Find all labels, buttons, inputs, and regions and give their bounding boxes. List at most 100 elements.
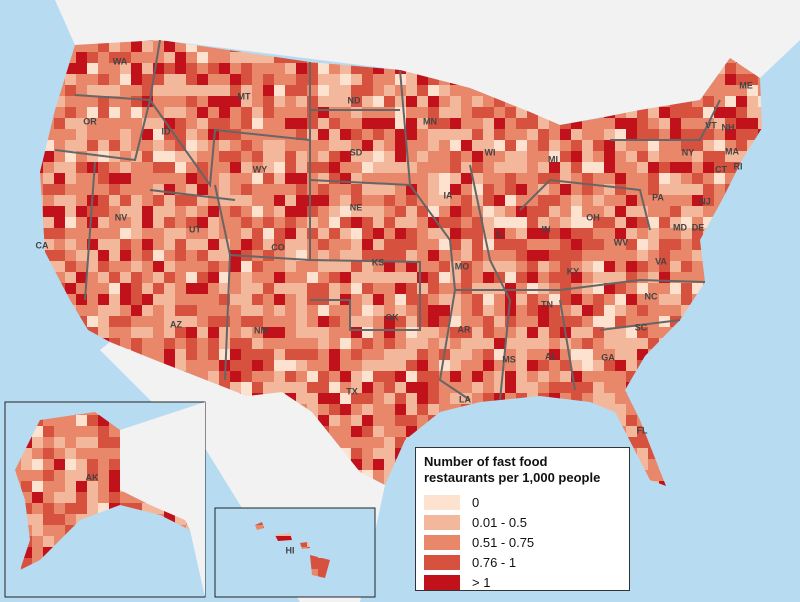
county-cell [692, 140, 703, 151]
county-cell [241, 96, 252, 107]
county-cell [516, 162, 527, 173]
county-cell [725, 85, 736, 96]
county-cell [296, 162, 307, 173]
county-cell [318, 404, 329, 415]
county-cell [373, 206, 384, 217]
county-cell [318, 239, 329, 250]
county-cell [252, 85, 263, 96]
county-cell [604, 129, 615, 140]
county-cell [329, 63, 340, 74]
county-cell [450, 85, 461, 96]
county-cell [505, 107, 516, 118]
county-cell [197, 217, 208, 228]
county-cell [604, 206, 615, 217]
county-cell [153, 305, 164, 316]
county-cell [54, 437, 65, 448]
county-cell [175, 96, 186, 107]
county-cell [582, 173, 593, 184]
county-cell [329, 283, 340, 294]
county-cell [274, 250, 285, 261]
county-cell [329, 129, 340, 140]
county-cell [395, 250, 406, 261]
county-cell [241, 140, 252, 151]
county-cell [208, 118, 219, 129]
county-cell [87, 272, 98, 283]
county-cell [362, 470, 373, 481]
county-cell [164, 129, 175, 140]
state-label: LA [459, 394, 471, 404]
county-cell [252, 140, 263, 151]
county-cell [131, 107, 142, 118]
county-cell [142, 85, 153, 96]
county-cell [318, 162, 329, 173]
county-cell [615, 195, 626, 206]
county-cell [648, 228, 659, 239]
county-cell [76, 107, 87, 118]
legend-item: 0.51 - 0.75 [424, 532, 621, 552]
county-cell [428, 261, 439, 272]
county-cell [109, 272, 120, 283]
county-cell [54, 415, 65, 426]
county-cell [439, 195, 450, 206]
county-cell [582, 371, 593, 382]
county-cell [164, 217, 175, 228]
county-cell [296, 63, 307, 74]
county-cell [593, 393, 604, 404]
state-label: TX [346, 386, 358, 396]
county-cell [516, 371, 527, 382]
county-cell [109, 338, 120, 349]
county-cell [681, 272, 692, 283]
county-cell [483, 338, 494, 349]
county-cell [197, 338, 208, 349]
county-cell [648, 272, 659, 283]
county-cell [538, 349, 549, 360]
county-cell [274, 173, 285, 184]
county-cell [626, 107, 637, 118]
county-cell [549, 349, 560, 360]
county-cell [494, 228, 505, 239]
county-cell [87, 107, 98, 118]
county-cell [318, 349, 329, 360]
county-cell [593, 305, 604, 316]
county-cell [505, 382, 516, 393]
county-cell [450, 118, 461, 129]
county-cell [230, 184, 241, 195]
county-cell [274, 107, 285, 118]
county-cell [681, 228, 692, 239]
county-cell [131, 261, 142, 272]
county-cell [109, 173, 120, 184]
county-cell [164, 107, 175, 118]
county-cell [461, 239, 472, 250]
county-cell [109, 481, 120, 492]
county-cell [637, 184, 648, 195]
county-cell [516, 349, 527, 360]
county-cell [263, 228, 274, 239]
county-cell [208, 338, 219, 349]
county-cell [428, 162, 439, 173]
county-cell [263, 74, 274, 85]
county-cell [120, 184, 131, 195]
county-cell [417, 382, 428, 393]
county-cell [692, 162, 703, 173]
county-cell [32, 459, 43, 470]
state-label: GA [601, 352, 615, 362]
county-cell [395, 217, 406, 228]
county-cell [593, 250, 604, 261]
county-cell [439, 382, 450, 393]
county-cell [549, 272, 560, 283]
county-cell [120, 327, 131, 338]
county-cell [439, 294, 450, 305]
county-cell [307, 327, 318, 338]
county-cell [406, 261, 417, 272]
county-cell [406, 118, 417, 129]
county-cell [747, 129, 758, 140]
state-label: AZ [170, 319, 182, 329]
county-cell [648, 294, 659, 305]
county-cell [87, 118, 98, 129]
county-cell [252, 338, 263, 349]
county-cell [307, 162, 318, 173]
county-cell [637, 206, 648, 217]
county-cell [329, 360, 340, 371]
county-cell [373, 316, 384, 327]
county-cell [450, 173, 461, 184]
